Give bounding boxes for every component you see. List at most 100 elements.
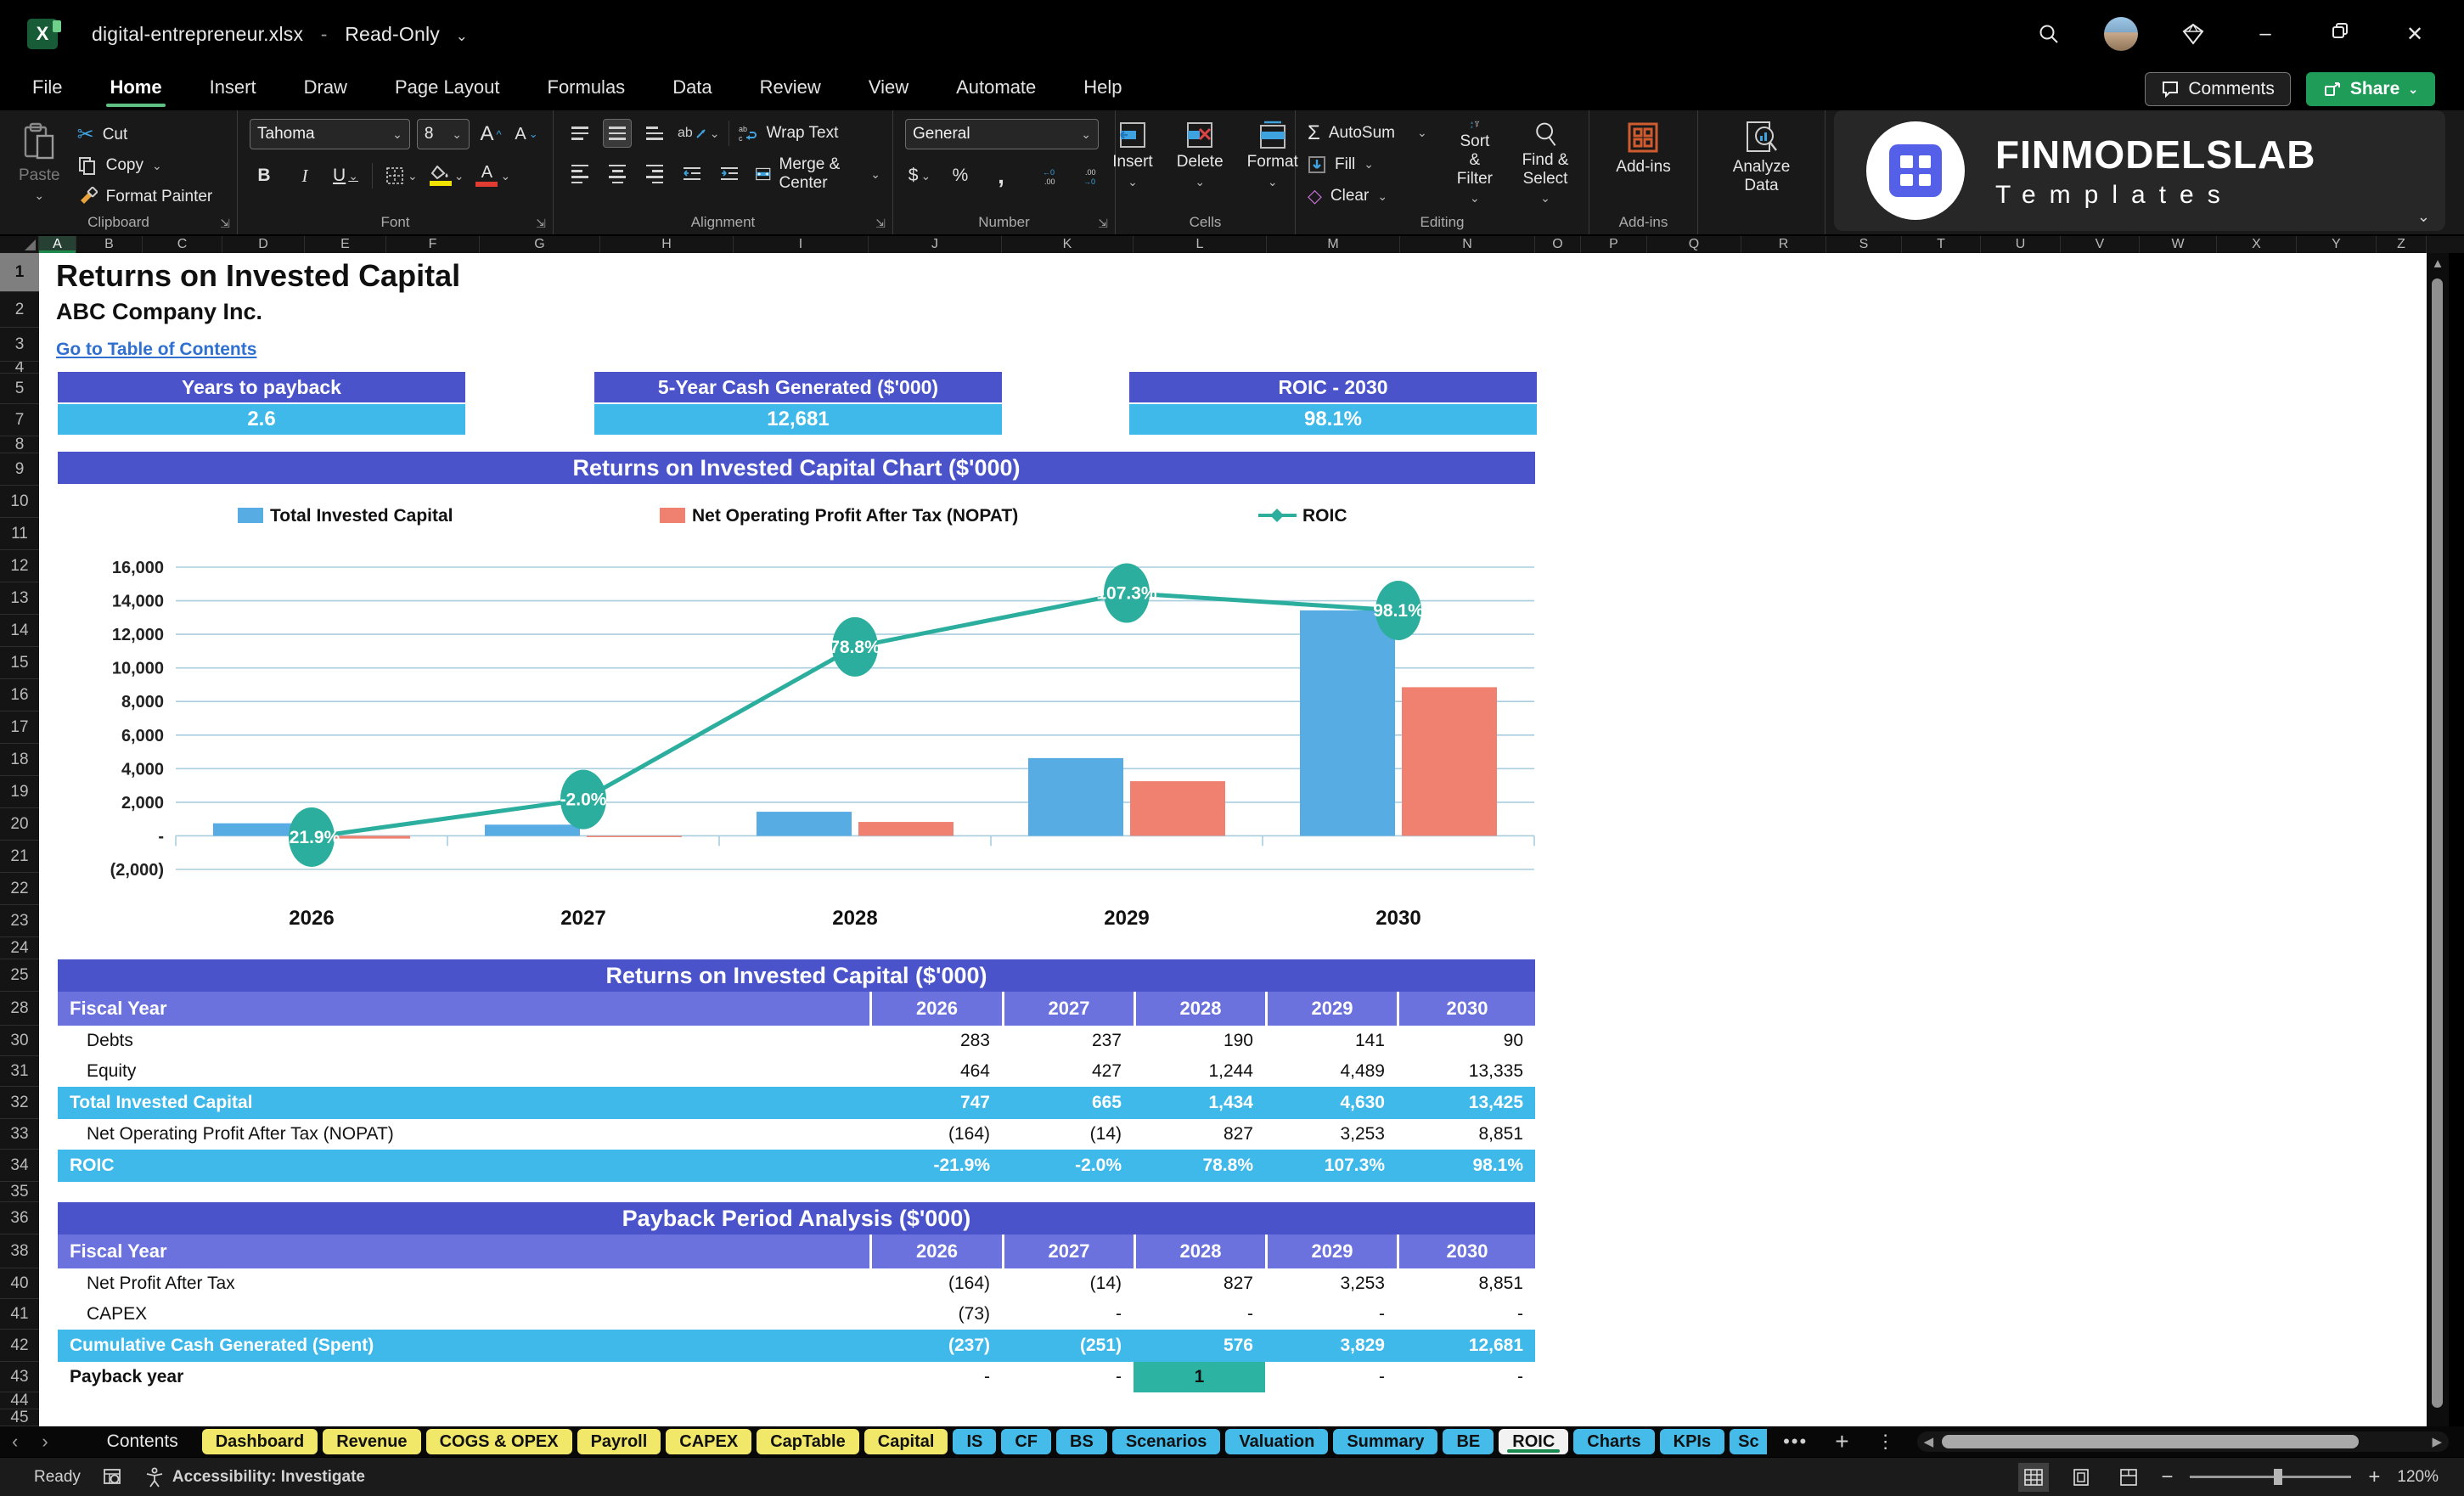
year-header-2028[interactable]: 2028 (1134, 992, 1265, 1026)
column-header-H[interactable]: H (600, 236, 734, 253)
row-header-4[interactable]: 4 (0, 362, 39, 374)
merge-center-button[interactable]: Merge & Center ⌄ (756, 155, 880, 192)
select-all-corner[interactable] (0, 236, 39, 253)
row-header-7[interactable]: 7 (0, 404, 39, 436)
column-header-B[interactable]: B (76, 236, 143, 253)
row-header-18[interactable]: 18 (0, 744, 39, 776)
row-header-36[interactable]: 36 (0, 1202, 39, 1234)
borders-button[interactable]: ⌄ (385, 161, 418, 190)
year-header-2027[interactable]: 2027 (1002, 992, 1134, 1026)
row-header-41[interactable]: 41 (0, 1299, 39, 1330)
user-avatar[interactable] (2104, 17, 2138, 51)
year-header-2027[interactable]: 2027 (1002, 1234, 1134, 1268)
decrease-indent-button[interactable] (678, 160, 706, 188)
decrease-font-icon[interactable]: A ⌄ (515, 124, 538, 143)
addins-button[interactable]: Add-ins (1609, 119, 1677, 209)
column-header-Q[interactable]: Q (1647, 236, 1741, 253)
scroll-right-icon[interactable]: ▶ (2432, 1435, 2442, 1449)
year-header-2029[interactable]: 2029 (1265, 1234, 1397, 1268)
zoom-level[interactable]: 120% (2397, 1467, 2439, 1486)
cell-value[interactable]: 827 (1223, 1124, 1253, 1144)
menu-tab-review[interactable]: Review (759, 76, 821, 98)
sheet-tab-revenue[interactable]: Revenue (323, 1429, 421, 1454)
align-right-button[interactable] (640, 160, 669, 188)
row-header-40[interactable]: 40 (0, 1268, 39, 1299)
menu-tab-formulas[interactable]: Formulas (547, 76, 626, 98)
cell-value[interactable]: 427 (1091, 1061, 1122, 1081)
collapse-ribbon-icon[interactable]: ⌄ (2416, 208, 2430, 225)
row-label[interactable]: CAPEX (87, 1304, 148, 1324)
sheet-tab-valuation[interactable]: Valuation (1225, 1429, 1329, 1454)
column-header-J[interactable]: J (869, 236, 1002, 253)
sheet-tab-sc[interactable]: Sc (1730, 1429, 1768, 1454)
column-header-S[interactable]: S (1826, 236, 1902, 253)
row-header-14[interactable]: 14 (0, 615, 39, 647)
column-header-W[interactable]: W (2140, 236, 2217, 253)
cell-value[interactable]: - (1517, 1304, 1523, 1324)
font-dialog-launcher[interactable]: ⇲ (536, 217, 546, 230)
row-header-8[interactable]: 8 (0, 436, 39, 453)
row-label[interactable]: Payback year (70, 1367, 184, 1386)
cell-value[interactable]: 8,851 (1478, 1274, 1523, 1293)
restore-button[interactable] (2323, 22, 2357, 47)
menu-tab-file[interactable]: File (32, 76, 63, 98)
year-header-2030[interactable]: 2030 (1397, 992, 1535, 1026)
row-header-1[interactable]: 1 (0, 253, 39, 292)
vertical-scrollbar[interactable]: ▲ (2427, 253, 2449, 1426)
next-sheet-icon[interactable]: › (42, 1431, 48, 1452)
row-header-13[interactable]: 13 (0, 582, 39, 615)
sheet-tab-cogs-opex[interactable]: COGS & OPEX (425, 1429, 572, 1454)
row-header-21[interactable]: 21 (0, 841, 39, 873)
cell-value[interactable]: 283 (959, 1031, 990, 1050)
row-header-33[interactable]: 33 (0, 1119, 39, 1150)
macro-record-icon[interactable] (103, 1468, 123, 1487)
column-header-M[interactable]: M (1267, 236, 1400, 253)
row-header-9[interactable]: 9 (0, 453, 39, 486)
align-bottom-button[interactable] (640, 119, 669, 148)
column-header-T[interactable]: T (1902, 236, 1981, 253)
fill-color-button[interactable]: ⌄ (429, 161, 464, 190)
row-header-15[interactable]: 15 (0, 647, 39, 679)
cell-value[interactable]: 3,253 (1340, 1124, 1385, 1144)
row-header-35[interactable]: 35 (0, 1182, 39, 1202)
row-header-3[interactable]: 3 (0, 328, 39, 362)
cell-value[interactable]: - (984, 1367, 990, 1386)
horizontal-scroll-thumb[interactable] (1942, 1435, 2360, 1448)
cell-value[interactable]: (14) (1089, 1124, 1122, 1144)
alignment-dialog-launcher[interactable]: ⇲ (875, 217, 886, 230)
row-header-34[interactable]: 34 (0, 1150, 39, 1182)
comments-button[interactable]: Comments (2145, 72, 2291, 106)
cell-value[interactable]: 4,489 (1340, 1061, 1385, 1081)
row-label[interactable]: Total Invested Capital (70, 1093, 253, 1112)
cell-value[interactable]: - (1379, 1304, 1385, 1324)
increase-decimal-button[interactable]: ←0.00 (1039, 161, 1068, 190)
cell-value[interactable]: 747 (959, 1093, 990, 1112)
align-middle-button[interactable] (603, 119, 632, 148)
menu-tab-draw[interactable]: Draw (303, 76, 347, 98)
share-button[interactable]: Share ⌄ (2305, 72, 2435, 106)
close-button[interactable]: ✕ (2405, 22, 2424, 46)
clipboard-dialog-launcher[interactable]: ⇲ (220, 217, 230, 230)
column-header-U[interactable]: U (1981, 236, 2061, 253)
cut-button[interactable]: ✂ Cut (77, 122, 213, 147)
row-header-30[interactable]: 30 (0, 1026, 39, 1056)
cell-value[interactable]: 141 (1354, 1031, 1385, 1050)
kpi-label-payback[interactable]: Years to payback (58, 372, 465, 402)
row-label[interactable]: Net Operating Profit After Tax (NOPAT) (87, 1124, 394, 1144)
column-header-Y[interactable]: Y (2297, 236, 2377, 253)
column-header-N[interactable]: N (1400, 236, 1535, 253)
comma-format-button[interactable]: , (998, 162, 1004, 188)
row-header-11[interactable]: 11 (0, 518, 39, 550)
zoom-slider-thumb[interactable] (2274, 1469, 2283, 1485)
more-sheets-icon[interactable]: ••• (1783, 1431, 1809, 1452)
row-label[interactable]: Net Profit After Tax (87, 1274, 235, 1293)
cell-value[interactable]: - (1116, 1367, 1122, 1386)
column-header-K[interactable]: K (1002, 236, 1134, 253)
zoom-in-button[interactable]: + (2368, 1465, 2381, 1488)
sheet-tab-summary[interactable]: Summary (1333, 1429, 1438, 1454)
sheet-tab-scenarios[interactable]: Scenarios (1111, 1429, 1221, 1454)
page-layout-view-button[interactable] (2066, 1463, 2096, 1492)
zoom-out-button[interactable]: − (2161, 1465, 2174, 1488)
column-header-X[interactable]: X (2217, 236, 2297, 253)
cell-value[interactable]: 13,425 (1468, 1093, 1523, 1112)
